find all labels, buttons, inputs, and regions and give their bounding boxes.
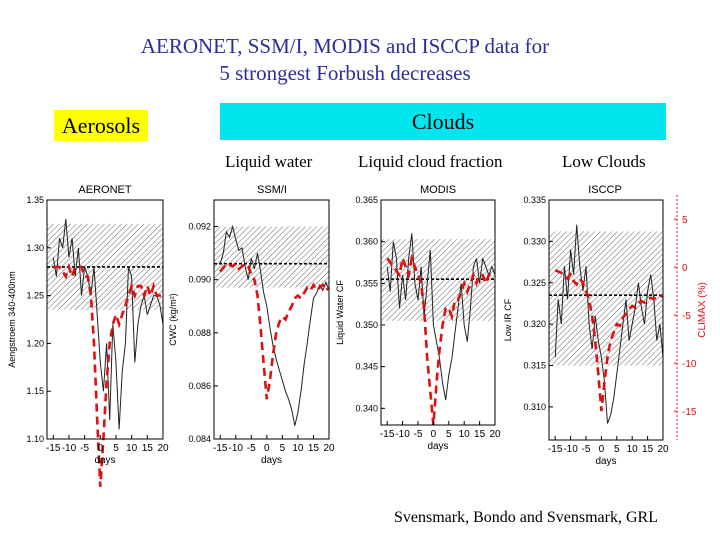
modis-ylabel: Liquid Water CF: [335, 280, 345, 345]
ssmi-chart-title: SSM/I: [257, 184, 287, 196]
isccp-xtick-label: 20: [657, 444, 669, 455]
aeronet-ytick-label: 1.30: [26, 243, 44, 253]
isccp-climax-tick-label: 0: [682, 263, 688, 274]
aeronet-data-series: [52, 219, 164, 430]
title-line-1: AERONET, SSM/I, MODIS and ISCCP data for: [140, 34, 550, 58]
title-line-2: 5 strongest Forbush decreases: [219, 61, 471, 85]
modis-xtick-label: -5: [414, 429, 423, 440]
modis-ytick-label: 0.355: [355, 278, 378, 288]
ssmi-ylabel: CWC (kg/m²): [168, 293, 178, 346]
aeronet-ytick-label: 1.25: [26, 291, 44, 301]
aeronet-ytick-label: 1.35: [26, 195, 44, 205]
isccp-ytick-label: 0.320: [523, 319, 546, 329]
aeronet-xtick-label: 20: [157, 443, 169, 454]
modis-xtick-label: 15: [474, 429, 486, 440]
ssmi-plot-frame: [213, 199, 330, 440]
ssmi-ytick-label: 0.084: [188, 434, 211, 444]
clouds-label: Clouds: [220, 103, 666, 140]
isccp-climax-tick-label: 5: [682, 215, 688, 226]
modis-ytick-label: 0.345: [355, 362, 378, 372]
ssmi-xtick-label: -5: [247, 443, 256, 454]
ssmi-xtick-label: 20: [323, 443, 335, 454]
modis-xlabel: days: [427, 441, 448, 452]
modis-ytick-label: 0.340: [355, 403, 378, 413]
aeronet-xlabel: days: [94, 455, 115, 466]
aerosols-label: Aerosols: [54, 110, 148, 141]
modis-xtick-label: 5: [446, 429, 452, 440]
modis-ytick-label: 0.360: [355, 237, 378, 247]
aeronet-ytick-label: 1.10: [26, 434, 44, 444]
ssmi-xtick-label: 15: [308, 443, 320, 454]
ssmi-ytick-label: 0.092: [188, 222, 211, 232]
isccp-ytick-label: 0.315: [523, 361, 546, 371]
modis-ytick-label: 0.365: [355, 195, 378, 205]
isccp-xtick-label: 5: [614, 444, 620, 455]
modis-ytick-label: 0.350: [355, 320, 378, 330]
isccp-climax-tick-label: -10: [682, 359, 697, 370]
isccp-data-series: [554, 224, 664, 424]
aeronet-climax-series: [53, 262, 163, 487]
ssmi-xlabel: days: [261, 455, 282, 466]
isccp-xtick-label: -10: [563, 444, 578, 455]
aeronet-xtick-label: -5: [80, 443, 89, 454]
isccp-xlabel: days: [595, 456, 616, 467]
ssmi-xtick-label: -10: [229, 443, 244, 454]
modis-xtick-label: -10: [395, 429, 410, 440]
isccp-plot-frame: [548, 199, 664, 441]
isccp-ytick-label: 0.335: [523, 195, 546, 205]
isccp-climax-tick-label: -5: [682, 311, 691, 322]
ssmi-climax-series: [219, 261, 330, 400]
isccp-ylabel: Low IR CF: [503, 298, 513, 341]
aeronet-chart-title: AERONET: [78, 184, 131, 196]
isccp-climax-series: [554, 269, 664, 412]
ssmi-ytick-label: 0.086: [188, 381, 211, 391]
isccp-xtick-label: -5: [582, 444, 591, 455]
aeronet-xtick-label: 15: [142, 443, 154, 454]
modis-climax-series: [386, 253, 495, 426]
ssmi-significance-band: [214, 226, 329, 288]
aeronet-xtick-label: -10: [62, 443, 77, 454]
isccp-xtick-label: 10: [627, 444, 639, 455]
isccp-xtick-label: -15: [548, 444, 563, 455]
isccp-xtick-label: 0: [599, 444, 605, 455]
modis-xtick-label: 10: [459, 429, 471, 440]
aeronet-xtick-label: 0: [98, 443, 104, 454]
aeronet-ytick-label: 1.20: [26, 338, 44, 348]
aeronet-xtick-label: -15: [46, 443, 61, 454]
aeronet-plot-frame: [46, 199, 164, 440]
modis-xtick-label: 20: [489, 429, 501, 440]
isccp-ytick-label: 0.310: [523, 402, 546, 412]
subtitle-low-clouds: Low Clouds: [562, 152, 646, 171]
ssmi-xtick-label: 0: [264, 443, 270, 454]
isccp-chart-title: ISCCP: [588, 184, 622, 196]
isccp-xtick-label: 15: [642, 444, 654, 455]
aeronet-xtick-label: 5: [113, 443, 119, 454]
isccp-ytick-label: 0.325: [523, 278, 546, 288]
aeronet-xtick-label: 10: [126, 443, 138, 454]
subtitle-liquid-water: Liquid water: [225, 152, 313, 171]
isccp-climax-tick-label: -15: [682, 407, 697, 418]
ssmi-xtick-label: -15: [213, 443, 228, 454]
ssmi-data-series: [219, 224, 330, 426]
ssmi-xtick-label: 5: [280, 443, 286, 454]
modis-data-series: [386, 233, 496, 401]
ssmi-ytick-label: 0.090: [188, 275, 211, 285]
isccp-ytick-label: 0.330: [523, 236, 546, 246]
modis-xtick-label: -15: [380, 429, 395, 440]
aeronet-ytick-label: 1.15: [26, 386, 44, 396]
isccp-significance-band: [549, 231, 663, 366]
isccp-climax-axis-label: CLIMAX (%): [697, 282, 708, 338]
credit-text: Svensmark, Bondo and Svensmark, GRL: [394, 509, 658, 526]
aeronet-ylabel: Aengstroem 340-400nm: [7, 271, 17, 368]
ssmi-xtick-label: 10: [292, 443, 304, 454]
modis-xtick-label: 0: [431, 429, 437, 440]
ssmi-ytick-label: 0.088: [188, 328, 211, 338]
modis-chart-title: MODIS: [420, 184, 456, 196]
subtitle-liquid-cloud-fraction: Liquid cloud fraction: [358, 152, 503, 171]
modis-plot-frame: [380, 199, 496, 426]
